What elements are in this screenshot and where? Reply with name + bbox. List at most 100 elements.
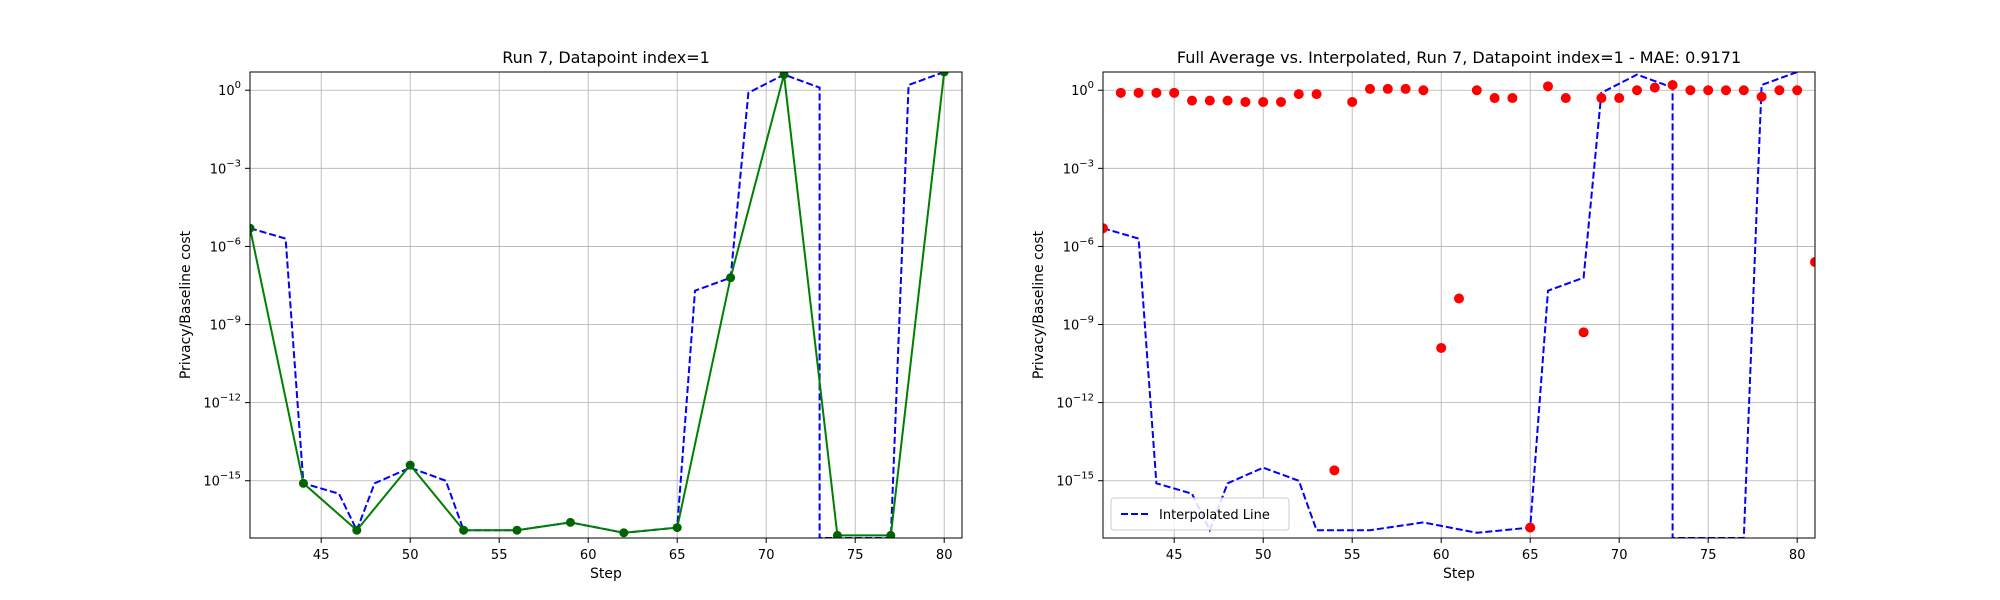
x-tick-label: 70	[1611, 548, 1628, 563]
average-point-marker	[1471, 85, 1482, 96]
average-point-marker	[1525, 522, 1536, 533]
interpolated-dashed-line	[1103, 72, 1798, 538]
average-point-marker	[1578, 327, 1589, 338]
x-tick-label: 80	[936, 548, 953, 563]
average-point-marker	[1810, 257, 1815, 268]
y-tick-label: 10−15	[203, 471, 241, 490]
x-tick-label: 50	[1255, 548, 1272, 563]
series-group	[250, 72, 949, 538]
average-point-marker	[1276, 96, 1286, 107]
x-tick-label: 75	[847, 548, 864, 563]
average-point-marker	[1329, 465, 1340, 476]
average-point-marker	[1507, 93, 1518, 104]
average-point-marker	[1115, 87, 1126, 98]
sampled-point-marker	[672, 523, 682, 533]
average-point-marker	[1543, 81, 1553, 92]
axes-frame	[1102, 71, 1816, 539]
sampled-solid-line	[250, 72, 946, 537]
sampled-point-marker	[619, 528, 629, 538]
x-tick-label: 60	[580, 548, 597, 563]
sampled-point-marker	[726, 273, 736, 283]
average-point-marker	[1667, 80, 1678, 91]
average-point-marker	[1347, 96, 1358, 107]
y-tick-label: 10−6	[210, 236, 241, 255]
sampled-point-marker	[405, 460, 415, 470]
average-point-marker	[1792, 85, 1803, 96]
x-tick-label: 55	[1344, 548, 1361, 563]
average-point-marker	[1400, 83, 1411, 94]
average-point-marker	[1774, 85, 1785, 96]
average-point-marker	[1187, 95, 1197, 106]
average-point-marker	[1649, 82, 1660, 93]
sampled-point-marker	[250, 223, 255, 233]
y-tick-label: 10−15	[1056, 471, 1094, 490]
sampled-point-marker	[886, 530, 896, 538]
right-plot-panel: 45 50 55 60 65 70 75 80 100 10−3 10−6 10−9 10−12 10−1…	[1031, 48, 1816, 582]
average-point-marker	[1685, 85, 1696, 96]
average-point-marker	[1738, 85, 1749, 96]
x-tick-label: 50	[402, 548, 419, 563]
average-point-marker	[1596, 93, 1607, 104]
average-point-marker	[1382, 83, 1393, 94]
sampled-point-marker	[565, 517, 575, 527]
x-tick-label: 55	[491, 548, 508, 563]
legend: Interpolated Line	[1110, 497, 1290, 531]
average-point-marker	[1560, 93, 1571, 104]
average-point-marker	[1436, 342, 1447, 353]
sampled-point-marker	[512, 525, 522, 535]
y-tick-label: 10−6	[1063, 236, 1094, 255]
y-tick-label: 10−12	[1056, 393, 1094, 412]
average-point-marker	[1204, 95, 1215, 106]
sampled-point-marker	[939, 72, 949, 77]
chart-title: Full Average vs. Interpolated, Run 7, Da…	[1177, 48, 1741, 67]
average-point-marker	[1240, 96, 1251, 107]
average-point-marker	[1222, 95, 1233, 106]
x-tick-label: 75	[1700, 548, 1717, 563]
x-tick-label: 60	[1433, 548, 1450, 563]
x-axis-label: Step	[1443, 566, 1475, 582]
average-point-marker	[1418, 85, 1429, 96]
legend-box	[1110, 497, 1290, 531]
average-point-marker	[1632, 85, 1642, 96]
y-tick-label: 10−9	[210, 315, 241, 334]
x-tick-label: 45	[313, 548, 330, 563]
average-point-marker	[1169, 87, 1180, 98]
average-point-marker	[1489, 93, 1500, 104]
average-point-marker	[1703, 85, 1714, 96]
sampled-point-marker	[352, 525, 362, 535]
average-point-marker	[1756, 91, 1767, 102]
x-tick-label: 45	[1166, 548, 1183, 563]
average-point-marker	[1258, 96, 1269, 107]
sampled-point-marker	[298, 478, 308, 488]
y-axis-label: Privacy/Baseline cost	[178, 230, 194, 379]
y-tick-label: 10−9	[1063, 315, 1094, 334]
legend-label: Interpolated Line	[1159, 508, 1270, 523]
average-point-marker	[1614, 93, 1625, 104]
average-point-marker	[1103, 223, 1108, 234]
average-point-marker	[1365, 83, 1375, 94]
x-tick-label: 80	[1789, 548, 1806, 563]
axes-frame	[249, 71, 963, 539]
average-point-marker	[1151, 87, 1162, 98]
average-point-marker	[1293, 89, 1304, 100]
chart-title: Run 7, Datapoint index=1	[502, 48, 710, 67]
y-tick-label: 100	[1071, 80, 1094, 99]
sampled-point-marker	[832, 530, 842, 538]
left-plot-panel: 45 50 55 60 65 70 75 80 100 10−3 10−6 10−9 10−12 10−1…	[178, 48, 963, 582]
average-point-marker	[1311, 89, 1322, 100]
interpolated-dashed-line	[250, 72, 945, 538]
x-tick-label: 65	[1522, 548, 1539, 563]
x-axis-label: Step	[590, 566, 622, 582]
sampled-point-marker	[459, 525, 469, 535]
average-point-marker	[1721, 85, 1731, 96]
series-group	[1103, 72, 1815, 538]
y-tick-label: 10−12	[203, 393, 241, 412]
average-point-marker	[1133, 87, 1144, 98]
x-tick-label: 70	[758, 548, 775, 563]
y-tick-label: 10−3	[1063, 158, 1094, 177]
y-tick-label: 100	[218, 80, 241, 99]
sampled-point-marker	[779, 72, 789, 80]
average-point-marker	[1454, 293, 1464, 304]
y-axis-label: Privacy/Baseline cost	[1031, 230, 1047, 379]
